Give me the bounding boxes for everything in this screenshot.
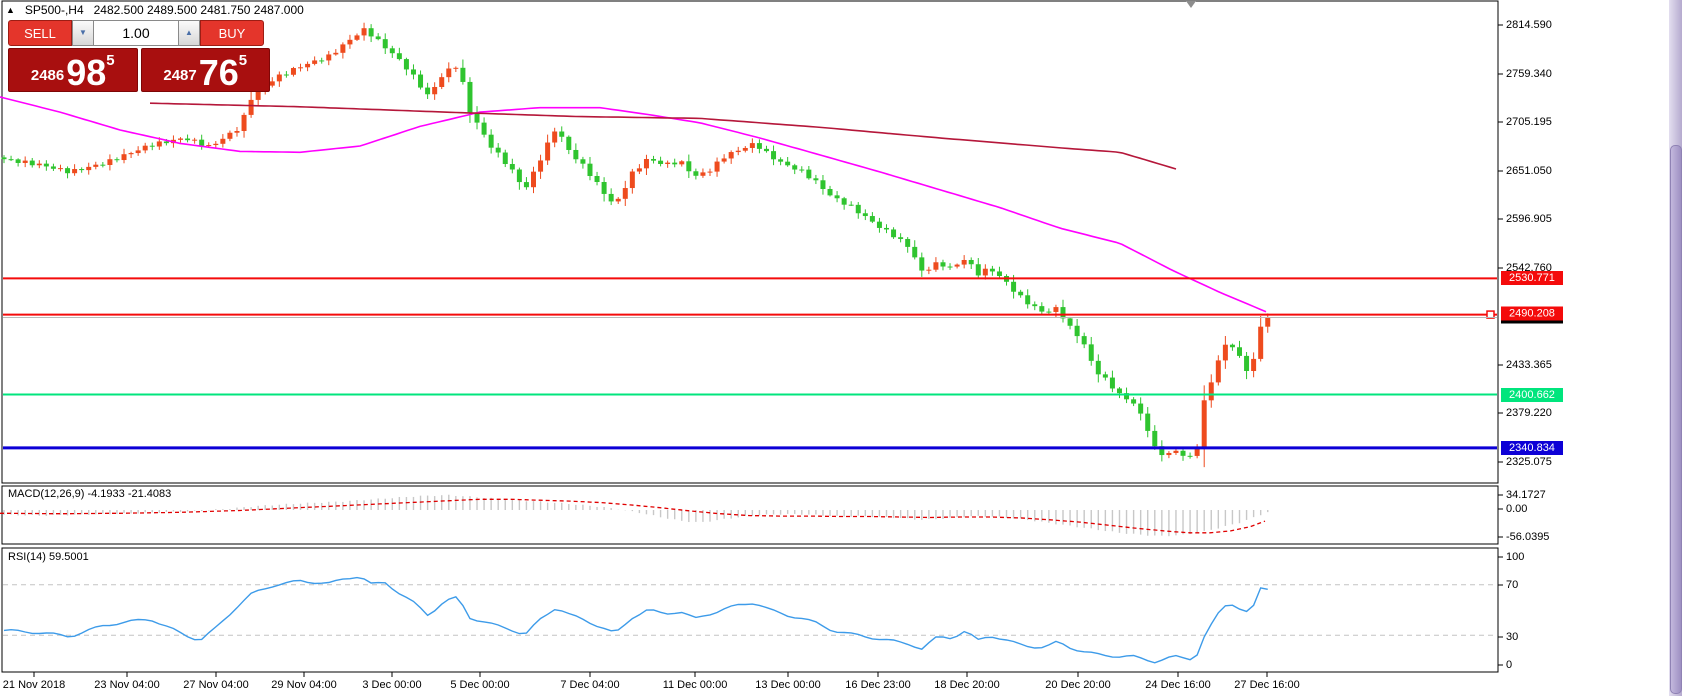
scrollbar-thumb[interactable]: [1670, 145, 1682, 694]
time-axis-label: 23 Nov 04:00: [94, 679, 160, 691]
price-axis-label: 2651.050: [1506, 165, 1552, 177]
trade-controls-row: SELL ▼ 1.00 ▲ BUY: [8, 20, 270, 46]
ask-price-pips: 76: [198, 52, 239, 94]
price-axis-badge: 2400.662: [1501, 388, 1563, 402]
sell-button[interactable]: SELL: [8, 20, 72, 46]
bid-price-panel[interactable]: 2486 98 5: [8, 48, 138, 92]
price-axis-label: 2759.340: [1506, 68, 1552, 80]
time-axis-label: 18 Dec 20:00: [934, 679, 1000, 691]
price-axis-label: 34.1727: [1506, 489, 1546, 501]
bid-price-point: 5: [106, 52, 115, 69]
price-axis-label: 0.00: [1506, 503, 1528, 515]
price-axis-label: 2379.220: [1506, 407, 1552, 419]
price-axis-label: 2596.905: [1506, 213, 1552, 225]
one-click-trading-panel: SELL ▼ 1.00 ▲ BUY 2486 98 5 2487 76 5: [8, 20, 270, 92]
price-axis-badge: 2340.834: [1501, 441, 1563, 455]
volume-decrease-button[interactable]: ▼: [72, 20, 94, 46]
price-axis-label: 2433.365: [1506, 359, 1552, 371]
price-axis-label: 70: [1506, 579, 1519, 591]
quote-ohlc: 2482.500 2489.500 2481.750 2487.000: [93, 3, 304, 17]
price-axis-label: 30: [1506, 631, 1519, 643]
time-axis-label: 27 Nov 04:00: [183, 679, 249, 691]
chart-shift-marker[interactable]: [1186, 1, 1196, 8]
price-axis-label: 2325.075: [1506, 456, 1552, 468]
price-axis-badge: 2530.771: [1501, 271, 1563, 285]
time-axis-label: 13 Dec 00:00: [755, 679, 821, 691]
time-axis-label: 24 Dec 16:00: [1145, 679, 1211, 691]
symbol-timeframe: SP500-,H4: [24, 3, 84, 17]
ask-price-point: 5: [238, 52, 248, 69]
vertical-scrollbar[interactable]: [1669, 0, 1682, 696]
rsi-indicator-label: RSI(14) 59.5001: [8, 551, 89, 563]
time-axis-label: 7 Dec 04:00: [560, 679, 620, 691]
price-axis-label: 2814.590: [1506, 19, 1552, 31]
volume-input[interactable]: 1.00: [94, 20, 178, 46]
time-axis-label: 11 Dec 00:00: [662, 679, 728, 691]
price-axis-badge: 2490.208: [1501, 306, 1563, 324]
time-axis-label: 29 Nov 04:00: [271, 679, 337, 691]
price-axis-label: 0: [1506, 659, 1513, 671]
symbol-marker-icon: ▲: [6, 5, 15, 15]
time-axis-label: 27 Dec 16:00: [1234, 679, 1300, 691]
time-axis-label: 20 Dec 20:00: [1045, 679, 1111, 691]
volume-increase-button[interactable]: ▲: [178, 20, 200, 46]
ask-price-main: 2487: [163, 67, 197, 84]
price-axis-label: 2705.195: [1506, 116, 1552, 128]
quote-bar: ▲ SP500-,H4 2482.500 2489.500 2481.750 2…: [6, 3, 304, 17]
trade-prices-row: 2486 98 5 2487 76 5: [8, 48, 270, 92]
bid-price-pips: 98: [66, 52, 107, 94]
buy-button[interactable]: BUY: [200, 20, 264, 46]
time-axis-label: 5 Dec 00:00: [450, 679, 510, 691]
time-axis-label: 3 Dec 00:00: [362, 679, 422, 691]
price-axis-label: 100: [1506, 551, 1525, 563]
macd-indicator-label: MACD(12,26,9) -4.1933 -21.4083: [8, 488, 172, 500]
price-axis-label: -56.0395: [1506, 531, 1550, 543]
time-axis-label: 16 Dec 23:00: [845, 679, 911, 691]
ask-price-panel[interactable]: 2487 76 5: [140, 48, 270, 94]
bid-price-main: 2486: [30, 67, 65, 84]
time-axis-label: 21 Nov 2018: [2, 679, 66, 691]
